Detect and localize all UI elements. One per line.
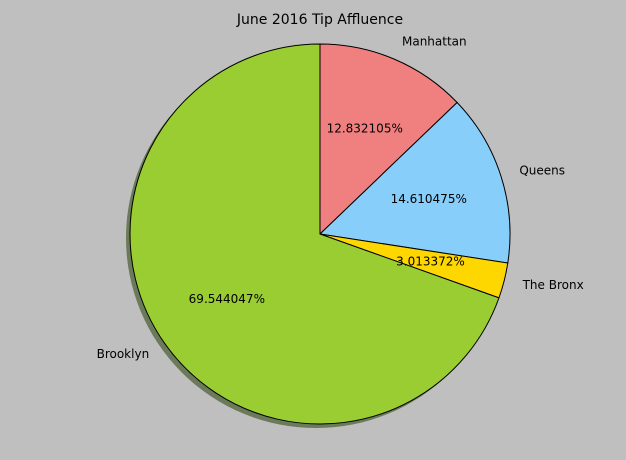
pie-slices <box>129 43 511 425</box>
slice-label-manhattan: Manhattan <box>402 34 467 48</box>
slice-label-the-bronx: The Bronx <box>522 278 584 292</box>
pie-labels: Manhattan 12.832105% Queens 14.610475% The B… <box>97 34 584 361</box>
pct-label-queens: 14.610475% <box>391 192 467 206</box>
slice-label-queens: Queens <box>519 164 565 178</box>
pie-slice-brooklyn <box>129 43 500 425</box>
chart-title: June 2016 Tip Affluence <box>236 12 403 28</box>
pie-slice-manhattan <box>319 43 458 236</box>
pct-label-brooklyn: 69.544047% <box>189 292 265 306</box>
slice-label-brooklyn: Brooklyn <box>97 347 150 361</box>
pie-slice-queens <box>318 101 511 264</box>
pct-label-the-bronx: 3.013372% <box>396 254 465 268</box>
pct-label-manhattan: 12.832105% <box>327 122 403 136</box>
